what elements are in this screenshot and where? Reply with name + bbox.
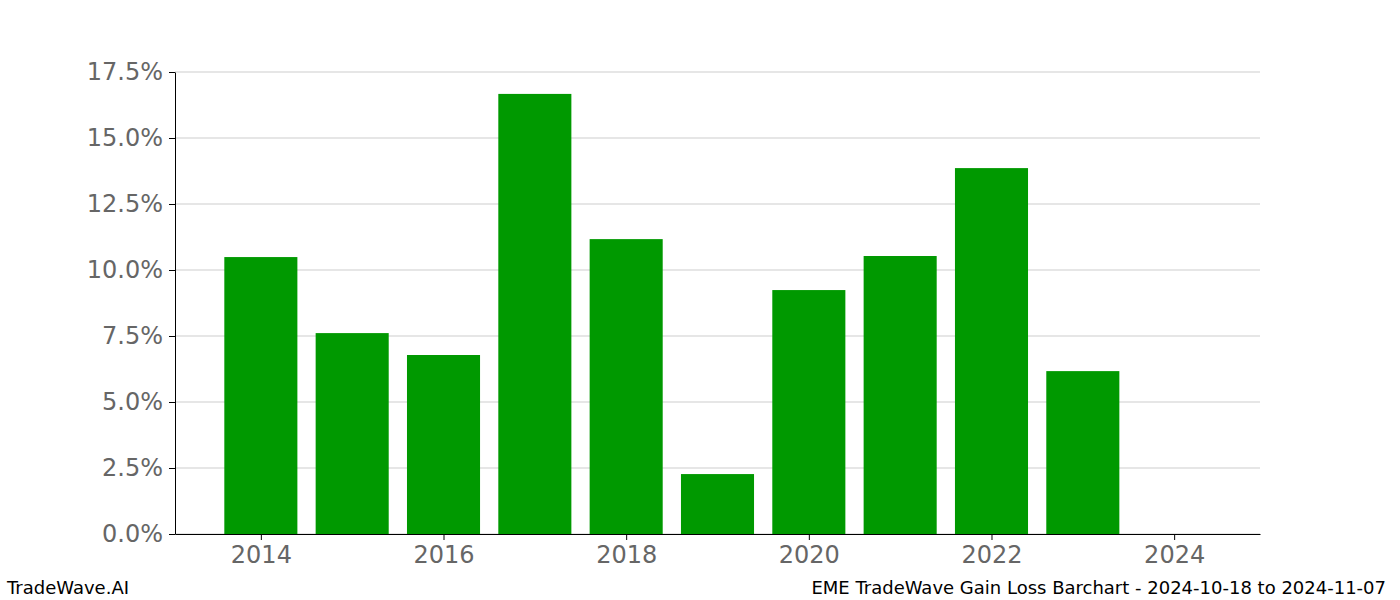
tick-mark	[626, 534, 627, 540]
tick-label: 12.5%	[87, 190, 163, 218]
tick-mark	[169, 336, 175, 337]
tick-label: 2022	[961, 541, 1022, 569]
tick-mark	[444, 534, 445, 540]
tick: 2016	[413, 534, 474, 569]
tick: 0.0%	[102, 520, 175, 548]
title: EME TradeWave Gain Loss Barchart - 2024-…	[811, 577, 1386, 598]
grid-line	[175, 204, 1260, 205]
tick-mark	[169, 468, 175, 469]
bars	[224, 94, 1119, 534]
tick-mark	[991, 534, 992, 540]
tick-label: 17.5%	[87, 58, 163, 86]
tick-label: 0.0%	[102, 520, 163, 548]
grid-line	[175, 72, 1260, 73]
tick: 17.5%	[87, 58, 175, 86]
tick-label: 2016	[413, 541, 474, 569]
axis-line	[176, 534, 1261, 535]
tick-label: 2018	[596, 541, 657, 569]
tick-label: 2020	[779, 541, 840, 569]
tick: 5.0%	[102, 388, 175, 416]
axis: 0.0% 2.5% 5.0% 7.5% 10.0% 12.5% 15.0% 17.5%	[87, 58, 176, 548]
tick-label: 2024	[1144, 541, 1205, 569]
bar	[407, 355, 480, 534]
chart: 0.0% 2.5% 5.0% 7.5% 10.0% 12.5% 15.0% 17.5% 2014…	[0, 0, 1400, 600]
axis-line	[175, 73, 176, 535]
tick: 2014	[231, 534, 292, 569]
tick: 15.0%	[87, 124, 175, 152]
tick-label: 7.5%	[102, 322, 163, 350]
tick-mark	[169, 204, 175, 205]
tick: 2024	[1144, 534, 1205, 569]
tick-label: 10.0%	[87, 256, 163, 284]
tick-label: 5.0%	[102, 388, 163, 416]
bar	[590, 239, 663, 534]
bar	[1046, 371, 1119, 534]
bar	[1138, 534, 1211, 535]
tick-label: 2.5%	[102, 454, 163, 482]
tick-mark	[261, 534, 262, 540]
tick: 2018	[596, 534, 657, 569]
bar	[224, 257, 297, 534]
plot: 0.0% 2.5% 5.0% 7.5% 10.0% 12.5% 15.0% 17.5% 2014…	[87, 58, 1261, 569]
tick-label: 2014	[231, 541, 292, 569]
tick-mark	[169, 138, 175, 139]
tick: 7.5%	[102, 322, 175, 350]
tick: 2.5%	[102, 454, 175, 482]
tick: 10.0%	[87, 256, 175, 284]
tick-mark	[169, 402, 175, 403]
bar	[498, 94, 571, 534]
tick-label: 15.0%	[87, 124, 163, 152]
bar	[955, 168, 1028, 534]
bar	[772, 290, 845, 534]
watermark: TradeWave.AI	[6, 577, 129, 598]
grid	[175, 72, 1260, 534]
grid-line	[175, 138, 1260, 139]
tick: 12.5%	[87, 190, 175, 218]
bar	[681, 474, 754, 534]
tick-mark	[169, 72, 175, 73]
tick-mark	[169, 534, 175, 535]
tick: 2020	[779, 534, 840, 569]
tick: 2022	[961, 534, 1022, 569]
bar	[864, 256, 937, 534]
grid-line	[175, 270, 1260, 271]
tick-mark	[1174, 534, 1175, 540]
bar	[316, 333, 389, 534]
axis: 2014 2016 2018 2020 2022 2024	[176, 534, 1261, 569]
tick-mark	[809, 534, 810, 540]
tick-mark	[169, 270, 175, 271]
